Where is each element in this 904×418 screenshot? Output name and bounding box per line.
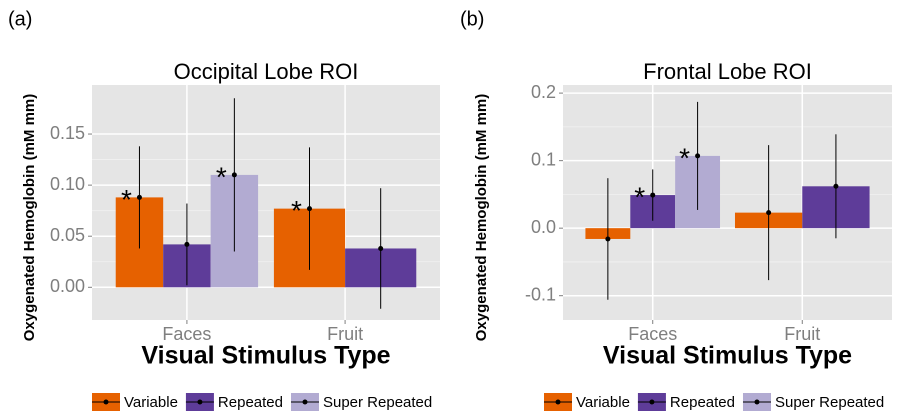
legend-item: Super Repeated	[742, 393, 884, 411]
y-tick-label: 0.1	[531, 149, 556, 169]
point	[136, 194, 142, 200]
chart-panel: (b) Frontal Lobe ROI -0.1 0.0 0.1 0.2 Faces * * F…	[460, 8, 892, 411]
chart-title: Occipital Lobe ROI	[174, 59, 359, 84]
point	[766, 210, 772, 216]
y-tick-label: -0.1	[525, 284, 556, 304]
legend-item: Variable	[92, 393, 178, 411]
x-tick-label: Faces	[628, 324, 677, 344]
legend-label: Repeated	[218, 394, 283, 411]
x-tick-label: Faces	[162, 324, 211, 344]
legend-key-point	[754, 399, 760, 405]
legend-label: Repeated	[670, 394, 735, 411]
annotation: *	[679, 142, 690, 173]
legend-key-point	[302, 399, 308, 405]
y-tick-label: 0.15	[50, 123, 85, 143]
y-tick-label: 0.05	[50, 225, 85, 245]
y-tick-label: 0.00	[50, 276, 85, 296]
x-axis-label: Visual Stimulus Type	[141, 342, 390, 370]
point	[231, 172, 237, 178]
x-axis-label: Visual Stimulus Type	[603, 342, 852, 370]
annotation: *	[216, 161, 227, 192]
y-tick-label: 0.10	[50, 174, 85, 194]
y-axis-label: Oxygenated Hemoglobin (mM mm)	[473, 94, 490, 342]
legend-label: Super Repeated	[323, 394, 432, 411]
panel-label: (b)	[460, 8, 484, 30]
y-tick-label: 0.0	[531, 217, 556, 237]
point	[184, 241, 190, 247]
legend-label: Variable	[124, 394, 178, 411]
annotation: *	[291, 195, 302, 226]
annotation: *	[634, 181, 645, 212]
point	[695, 153, 701, 159]
chart-panel: (a) Occipital Lobe ROI 0.00 0.05 0.10 0.15 Fac…	[8, 8, 440, 411]
legend-key-point	[649, 399, 655, 405]
x-tick-label: Fruit	[327, 324, 363, 344]
legend-item: Variable	[544, 393, 630, 411]
legend-label: Variable	[576, 394, 630, 411]
point	[307, 206, 312, 212]
legend-item: Super Repeated	[290, 393, 432, 411]
legend-key-point	[103, 399, 109, 405]
panel-label: (a)	[8, 8, 32, 30]
point	[605, 236, 611, 242]
y-axis-label: Oxygenated Hemoglobin (mM mm)	[21, 94, 38, 342]
annotation: *	[121, 184, 132, 215]
chart-title: Frontal Lobe ROI	[643, 59, 812, 84]
legend-label: Super Repeated	[775, 394, 884, 411]
legend-item: Repeated	[637, 393, 735, 411]
point	[833, 183, 839, 189]
point	[378, 245, 384, 251]
legend-key-point	[197, 399, 203, 405]
x-tick-label: Fruit	[784, 324, 820, 344]
legend-item: Repeated	[185, 393, 283, 411]
point	[650, 192, 656, 198]
legend-key-point	[555, 399, 561, 405]
y-tick-label: 0.2	[531, 82, 556, 102]
